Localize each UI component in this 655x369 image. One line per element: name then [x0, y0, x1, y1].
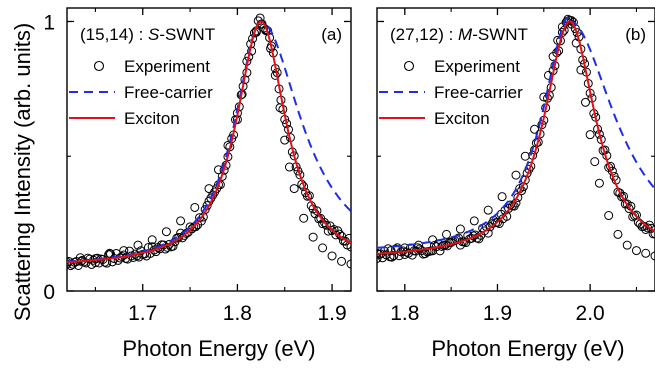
experiment-point [289, 151, 299, 161]
experiment-point [650, 229, 655, 239]
experiment-point [280, 135, 290, 145]
x-tick-label: 1.9 [317, 302, 346, 325]
experiment-point [105, 248, 115, 258]
legend-label-free-carrier: Free-carrier [124, 83, 213, 102]
plot-frame [376, 7, 655, 292]
experiment-point [576, 65, 586, 75]
experiment-point [119, 246, 129, 256]
experiment-point [147, 235, 157, 245]
experiment-point [346, 259, 351, 269]
legend-marker-experiment [93, 60, 105, 72]
legend-label-exciton: Exciton [124, 109, 180, 128]
x-tick-label: 1.9 [483, 302, 512, 325]
experiment-point [308, 232, 318, 242]
experiment-point [590, 157, 600, 167]
experiment-point [553, 35, 563, 45]
experiment-point [346, 242, 351, 252]
experiment-point [513, 192, 523, 202]
plot-area [377, 14, 655, 263]
experiment-point [650, 251, 655, 261]
experiment-point [67, 259, 72, 269]
experiment-point [161, 227, 171, 237]
exciton-line [67, 20, 351, 264]
experiment-point [520, 151, 530, 161]
experiment-point [270, 70, 280, 80]
exciton-line [377, 20, 655, 255]
sample-annotation: (27,12) : M-SWNT [390, 25, 528, 44]
x-axis-title: Photon Energy (eV) [122, 336, 315, 361]
legend-marker-experiment [403, 60, 415, 72]
experiment-point [631, 246, 641, 256]
experiment-point [204, 184, 214, 194]
experiment-point [321, 220, 331, 230]
x-tick-label: 1.8 [390, 302, 419, 325]
experiment-point [511, 170, 521, 180]
experiment-point [318, 243, 328, 253]
experiment-point [594, 178, 604, 188]
experiment-point [299, 213, 309, 223]
legend-label-experiment: Experiment [124, 57, 210, 76]
experiment-point [386, 246, 396, 256]
experiment-point [133, 240, 143, 250]
plot-frame [66, 7, 352, 292]
x-axis-title: Photon Energy (eV) [431, 336, 624, 361]
legend-label-experiment: Experiment [434, 57, 520, 76]
experiment-point [530, 124, 540, 134]
free-carrier-line [377, 14, 655, 249]
legend-label-free-carrier: Free-carrier [434, 83, 523, 102]
x-tick-label: 2.0 [576, 302, 605, 325]
experiment-point [641, 248, 651, 258]
panel-label: (a) [321, 25, 342, 44]
experiment-point [581, 97, 590, 107]
experiment-point [289, 184, 299, 194]
x-tick-label: 1.8 [223, 302, 252, 325]
experiment-point [284, 162, 294, 172]
experiment-point [337, 256, 347, 266]
experiment-point [497, 192, 507, 202]
experiment-point [483, 205, 493, 215]
experiment-point [585, 130, 595, 140]
experiment-point [613, 229, 623, 239]
legend-label-exciton: Exciton [434, 109, 490, 128]
y-tick-label: 0 [43, 281, 55, 304]
experiment-point [622, 240, 632, 250]
experiment-point [176, 216, 186, 226]
experiment-point [604, 211, 614, 221]
experiment-point [400, 250, 410, 259]
y-tick-label: 1 [43, 11, 55, 34]
experiment-point [643, 223, 653, 233]
panel-b: 1.8 1.9 2.0 Photon Energy (eV) (27,12) : M-S… [376, 7, 655, 361]
experiment-point [331, 230, 341, 240]
panel-label: (b) [625, 25, 646, 44]
experiment-point [295, 170, 305, 180]
experiment-point [327, 251, 337, 261]
experiment-point [624, 204, 634, 214]
panel-a: 1.7 1.8 1.9 0 1 Photon Energy (eV) (15,14) : S… [43, 7, 352, 361]
x-tick-label: 1.7 [128, 302, 157, 325]
sample-annotation: (15,14) : S-SWNT [80, 25, 215, 44]
experiment-point [190, 202, 200, 212]
experiment-point [442, 229, 451, 239]
experiment-point [469, 216, 479, 226]
plot-area [67, 13, 351, 271]
experiment-point [191, 222, 201, 232]
experiment-point [174, 232, 184, 242]
experiment-point [455, 224, 465, 234]
experiment-point [567, 16, 577, 26]
y-axis-title: Scattering Intensity (arb. units) [10, 23, 35, 321]
